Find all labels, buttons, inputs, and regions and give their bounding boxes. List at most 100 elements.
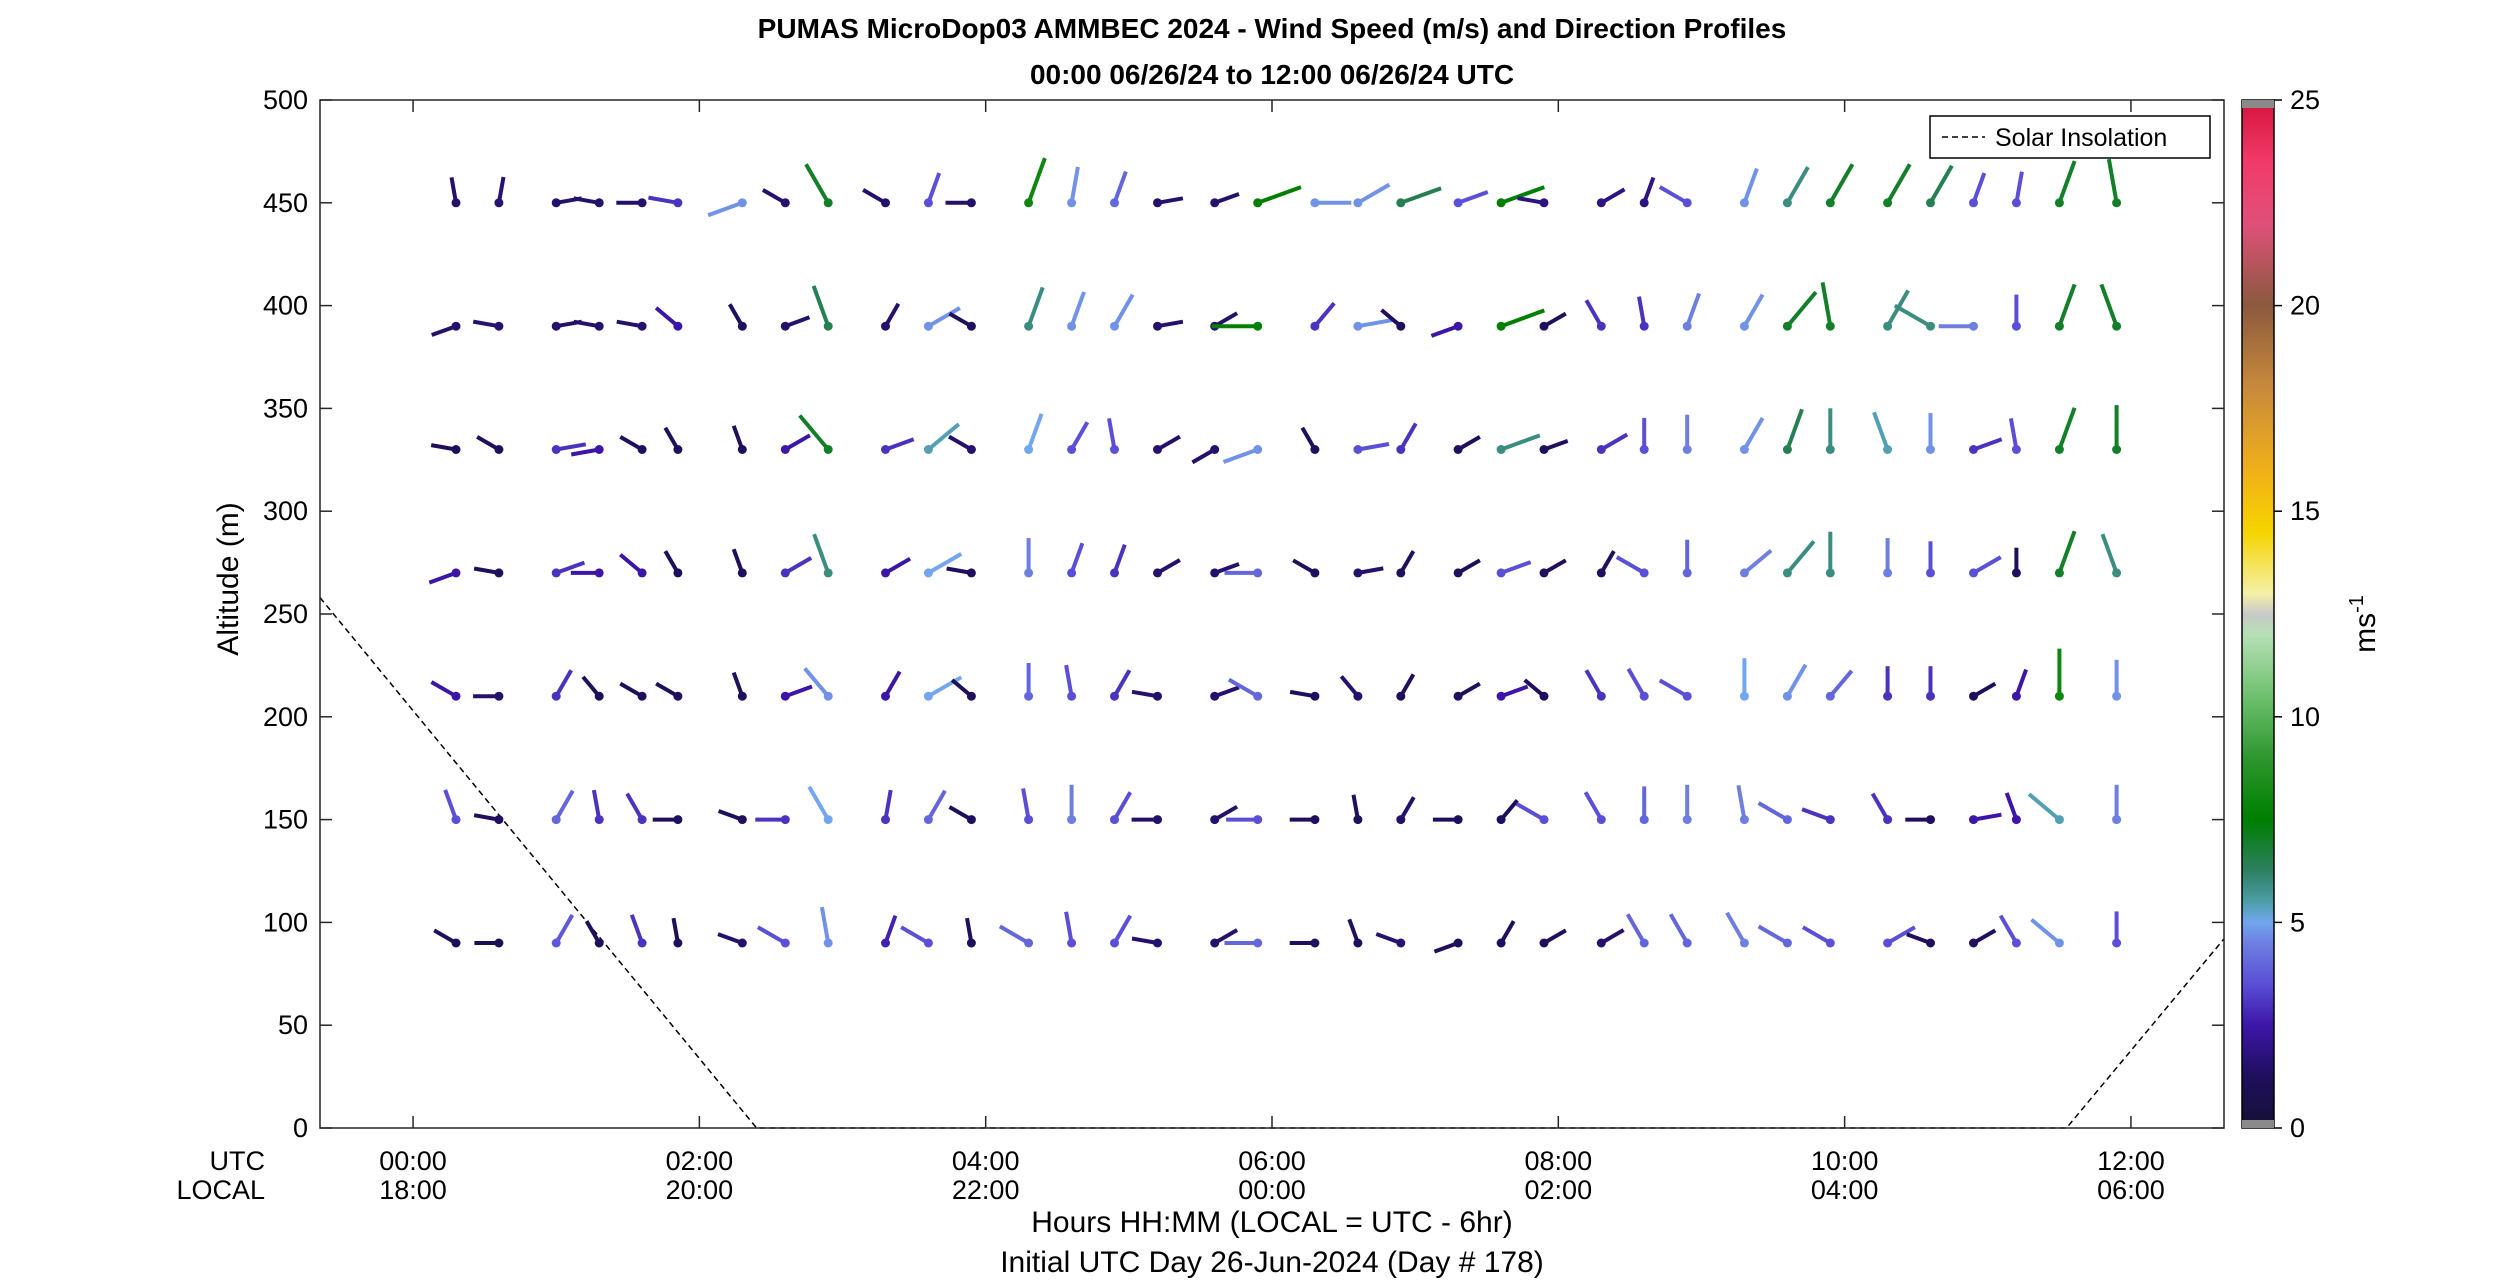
wind-barb [1224,568,1263,578]
wind-barb [1539,928,1567,948]
wind-barb-dot [1453,815,1463,825]
wind-barb [756,925,790,948]
wind-barb-shaft [998,924,1030,945]
colorbar-label: ms-1 [2346,595,2382,653]
wind-barb-dot [2112,321,2122,331]
wind-barb-shaft [629,914,644,944]
wind-barb [1739,658,1749,701]
wind-barb-dot [551,815,561,825]
wind-barb-dot [2112,691,2122,701]
wind-barb-dot [1253,938,1263,948]
wind-barb [1353,317,1395,331]
wind-barb-dot [1782,198,1792,208]
wind-barb-shaft [1626,667,1646,698]
wind-barb-dot [1453,321,1463,331]
wind-barb-dot [1739,198,1749,208]
wind-barb-dot [1883,445,1893,454]
wind-barb [431,321,461,337]
wind-barb-shaft [1757,801,1789,822]
wind-barb-shaft [654,306,680,328]
wind-barb-dot [1396,445,1406,454]
colorbar-tick-label: 20 [2290,291,2320,321]
wind-barb-dot [1353,938,1363,948]
wind-barb [473,813,504,825]
wind-barb [1682,414,1692,454]
wind-barb-shaft [819,906,831,944]
wind-barb-dot [1639,568,1649,578]
wind-barb [1496,684,1529,701]
wind-barb-dot [1639,938,1649,948]
wind-barb-shaft [1357,442,1390,452]
wind-barb [1872,411,1893,454]
wind-barb-shaft [1399,422,1418,451]
wind-barb-dot [966,938,976,948]
wind-barb-shaft [555,560,586,575]
wind-barb-dot [966,445,976,454]
wind-barb-dot [637,321,647,331]
wind-barb-dot [780,445,790,454]
wind-barb [812,533,833,578]
wind-barb-dot [1496,321,1506,331]
wind-barb-dot [1639,691,1649,701]
wind-barb-dot [673,815,683,825]
wind-barb-dot [1210,445,1220,454]
wind-barb-dot [2112,568,2122,578]
wind-barb [551,560,586,578]
colorbar-tick-label: 0 [2290,1113,2305,1143]
wind-barb-shaft [926,789,947,821]
wind-barb [1300,426,1320,454]
wind-barb-dot [1926,445,1935,454]
wind-barb-dot [780,815,790,825]
wind-barb-shaft [1828,669,1854,698]
wind-barb [1064,911,1077,948]
wind-barb [1596,187,1626,208]
wind-barb-dot [1496,691,1506,701]
wind-barb-dot [1024,321,1034,331]
wind-barb-dot [1639,445,1649,454]
wind-barb [1353,182,1391,208]
wind-barb-dot [1067,691,1077,701]
wind-barb-dot [1969,321,1978,331]
wind-barb-dot [1682,321,1692,331]
legend-label-solar: Solar Insolation [1995,124,2167,152]
wind-barb-dot [1539,568,1549,578]
wind-barb-dot [1310,445,1320,454]
wind-barb [1668,913,1692,948]
wind-barb [923,552,963,578]
wind-barb [1926,666,1935,701]
wind-barb-dot [1539,321,1549,331]
wind-barb-dot [1110,815,1119,825]
wind-barb-dot [966,321,976,331]
wind-barb-shaft [1972,437,2003,452]
wind-barb-dot [1539,938,1549,948]
wind-barb-dot [1782,815,1792,825]
wind-barb [551,442,587,454]
wind-barb [946,566,976,578]
wind-barb-dot [1883,815,1893,825]
wind-barb-shaft [2106,158,2119,204]
colorbar-tick-label: 15 [2290,496,2320,526]
wind-barb-dot [1353,321,1363,331]
wind-barb-shaft [1357,317,1395,329]
wind-barb [671,917,683,948]
wind-barb [1210,192,1240,208]
wind-barb [584,920,604,948]
wind-barb [433,928,461,948]
wind-barb-dot [1539,198,1549,208]
wind-barb-dot [494,815,504,825]
wind-barb-shaft [1064,911,1074,944]
plot-background [320,100,2224,1128]
wind-barb-shaft [900,925,930,945]
wind-barb-shaft [784,684,813,699]
wind-barb-dot [1110,938,1119,948]
wind-barb-shaft [1313,301,1336,328]
wind-barb [2099,283,2122,331]
axes: 05010015020025030035040045050000:0018:00… [263,85,2225,1205]
wind-barb [804,163,833,208]
wind-barb-shaft [2099,283,2119,327]
wind-barb [1021,788,1034,825]
wind-barb [1782,290,1818,331]
wind-barb [1110,293,1135,331]
wind-barb [1583,791,1606,825]
wind-barb-dot [494,445,504,454]
